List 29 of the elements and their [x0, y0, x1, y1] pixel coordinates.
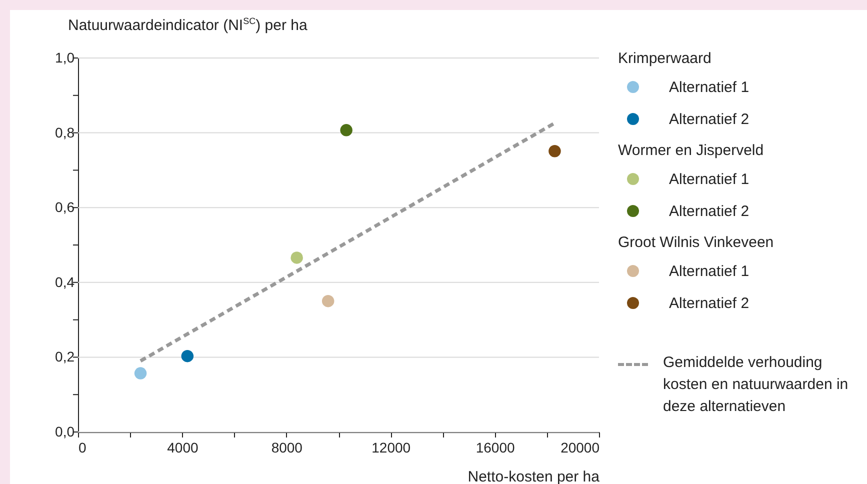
y-tick-label: 1,0 — [55, 50, 75, 66]
point — [322, 294, 334, 308]
x-tick-label: 8000 — [271, 440, 303, 456]
legend-label: Gemiddelde verhouding kosten en natuurwaarden in deze alternatieven — [663, 353, 850, 417]
legend-label: Alternatief 2 — [669, 110, 750, 128]
point — [290, 252, 303, 264]
x-tick-label: 4000 — [167, 440, 198, 456]
y-tick-label: 0,8 — [55, 124, 75, 140]
text: Krimperwaard — [618, 49, 712, 69]
legend-label: Alternatief 2 — [669, 202, 750, 220]
point — [181, 350, 194, 362]
point — [548, 145, 561, 158]
text: Wormer en Jisperveld — [618, 141, 765, 161]
x-tick-label: 0 — [78, 440, 86, 456]
y-axis-title: Natuurwaardeindicator (NI$^{SC}$) per ha — [68, 16, 308, 34]
legend-label: Alternatief 1 — [669, 170, 750, 188]
point — [340, 124, 352, 136]
legend-label: Alternatief 1 — [669, 78, 750, 96]
legend-label: Alternatief 2 — [669, 294, 750, 312]
x-tick-label: 20000 — [560, 440, 600, 456]
text: Groot Wilnis Vinkeveen — [618, 233, 775, 253]
point — [134, 367, 147, 380]
y-tick-label: 0,4 — [55, 274, 75, 290]
x-tick-label: 12000 — [372, 440, 411, 456]
y-tick-label: 0,2 — [55, 348, 75, 365]
y-tick-label: 0,6 — [55, 199, 75, 216]
x-tick-label: 16000 — [476, 440, 515, 456]
y-tick-label: 0,0 — [55, 424, 75, 440]
legend-label: Alternatief 1 — [669, 262, 750, 280]
